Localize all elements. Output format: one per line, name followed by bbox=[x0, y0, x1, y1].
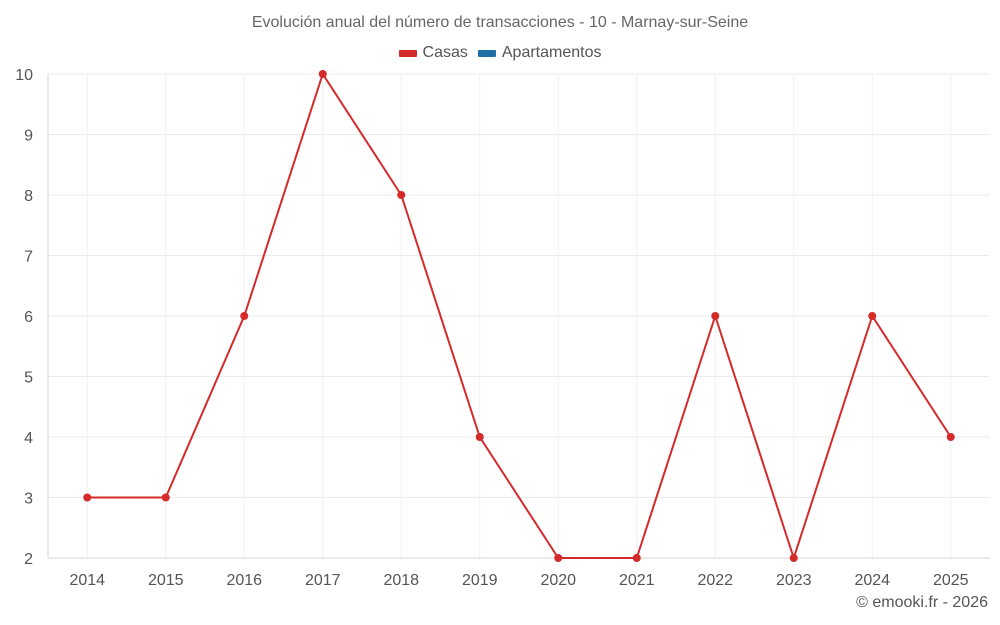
x-tick-label: 2025 bbox=[933, 572, 969, 589]
x-tick-label: 2015 bbox=[148, 572, 184, 589]
data-point bbox=[318, 70, 327, 78]
data-point bbox=[868, 312, 877, 320]
x-tick-label: 2023 bbox=[776, 572, 812, 589]
y-tick-label: 10 bbox=[15, 67, 33, 84]
x-tick-label: 2017 bbox=[305, 572, 341, 589]
data-point bbox=[161, 493, 170, 502]
y-tick-label: 2 bbox=[24, 551, 33, 568]
data-point bbox=[554, 554, 563, 562]
x-tick-label: 2014 bbox=[69, 572, 105, 589]
legend-swatch-casas bbox=[398, 49, 417, 57]
data-point bbox=[711, 312, 720, 320]
y-tick-label: 5 bbox=[24, 370, 33, 387]
x-tick-label: 2021 bbox=[619, 572, 655, 589]
data-point bbox=[475, 433, 484, 441]
legend-swatch-apartamentos bbox=[477, 49, 496, 57]
legend-item-apartamentos[interactable]: Apartamentos bbox=[477, 44, 602, 62]
data-point bbox=[83, 493, 92, 502]
legend-label-casas: Casas bbox=[422, 44, 468, 61]
y-tick-label: 4 bbox=[24, 430, 33, 447]
legend: Casas Apartamentos bbox=[0, 44, 1000, 62]
y-tick-label: 9 bbox=[24, 128, 33, 145]
data-point bbox=[397, 191, 406, 199]
series-line-casas bbox=[87, 73, 952, 559]
data-point bbox=[789, 554, 798, 562]
credit-text: © emooki.fr - 2026 bbox=[856, 594, 988, 611]
x-tick-label: 2019 bbox=[462, 572, 498, 589]
y-tick-label: 3 bbox=[24, 491, 33, 508]
chart-title: Evolución anual del número de transaccio… bbox=[251, 14, 749, 31]
y-tick-label: 6 bbox=[24, 309, 33, 326]
legend-label-apartamentos: Apartamentos bbox=[501, 44, 602, 61]
y-tick-label: 8 bbox=[24, 188, 33, 205]
x-tick-label: 2022 bbox=[697, 572, 733, 589]
x-tick-label: 2016 bbox=[226, 572, 262, 589]
y-tick-label: 7 bbox=[24, 249, 33, 266]
legend-item-casas[interactable]: Casas bbox=[398, 44, 468, 62]
data-point bbox=[632, 554, 641, 562]
x-tick-label: 2020 bbox=[540, 572, 576, 589]
data-point bbox=[240, 312, 249, 320]
x-tick-label: 2018 bbox=[383, 572, 419, 589]
x-tick-label: 2024 bbox=[854, 572, 890, 589]
data-point bbox=[946, 433, 955, 441]
